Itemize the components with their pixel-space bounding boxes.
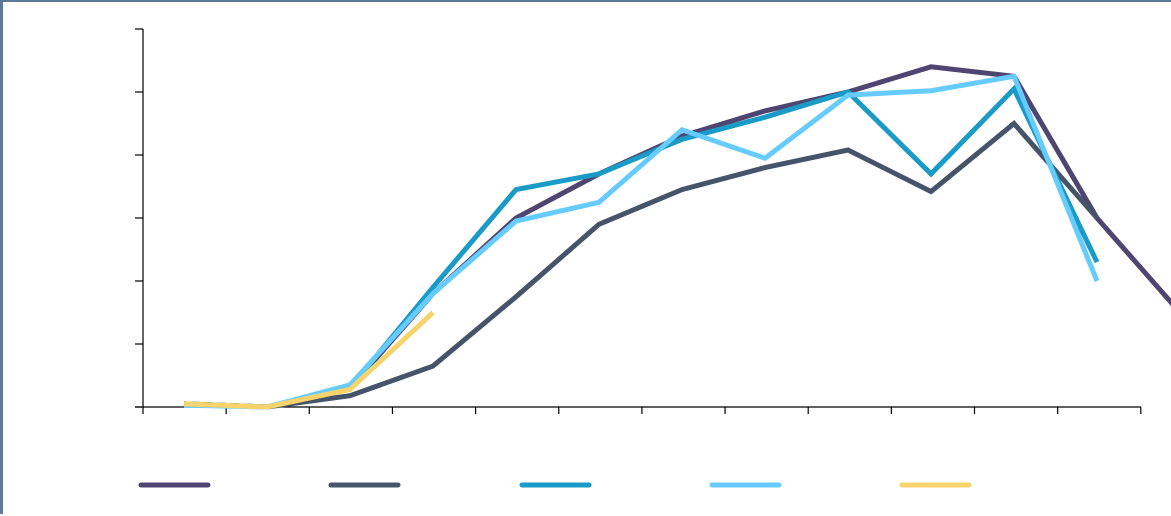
series-line-5: [183, 310, 435, 410]
series-line-3: [183, 84, 1100, 410]
series-line-1: [183, 64, 1171, 410]
line-chart: [135, 28, 1171, 488]
series-line-4: [183, 73, 1100, 410]
series-lines: [183, 64, 1171, 410]
axes: [135, 28, 1142, 414]
series-line-2: [183, 120, 1099, 410]
